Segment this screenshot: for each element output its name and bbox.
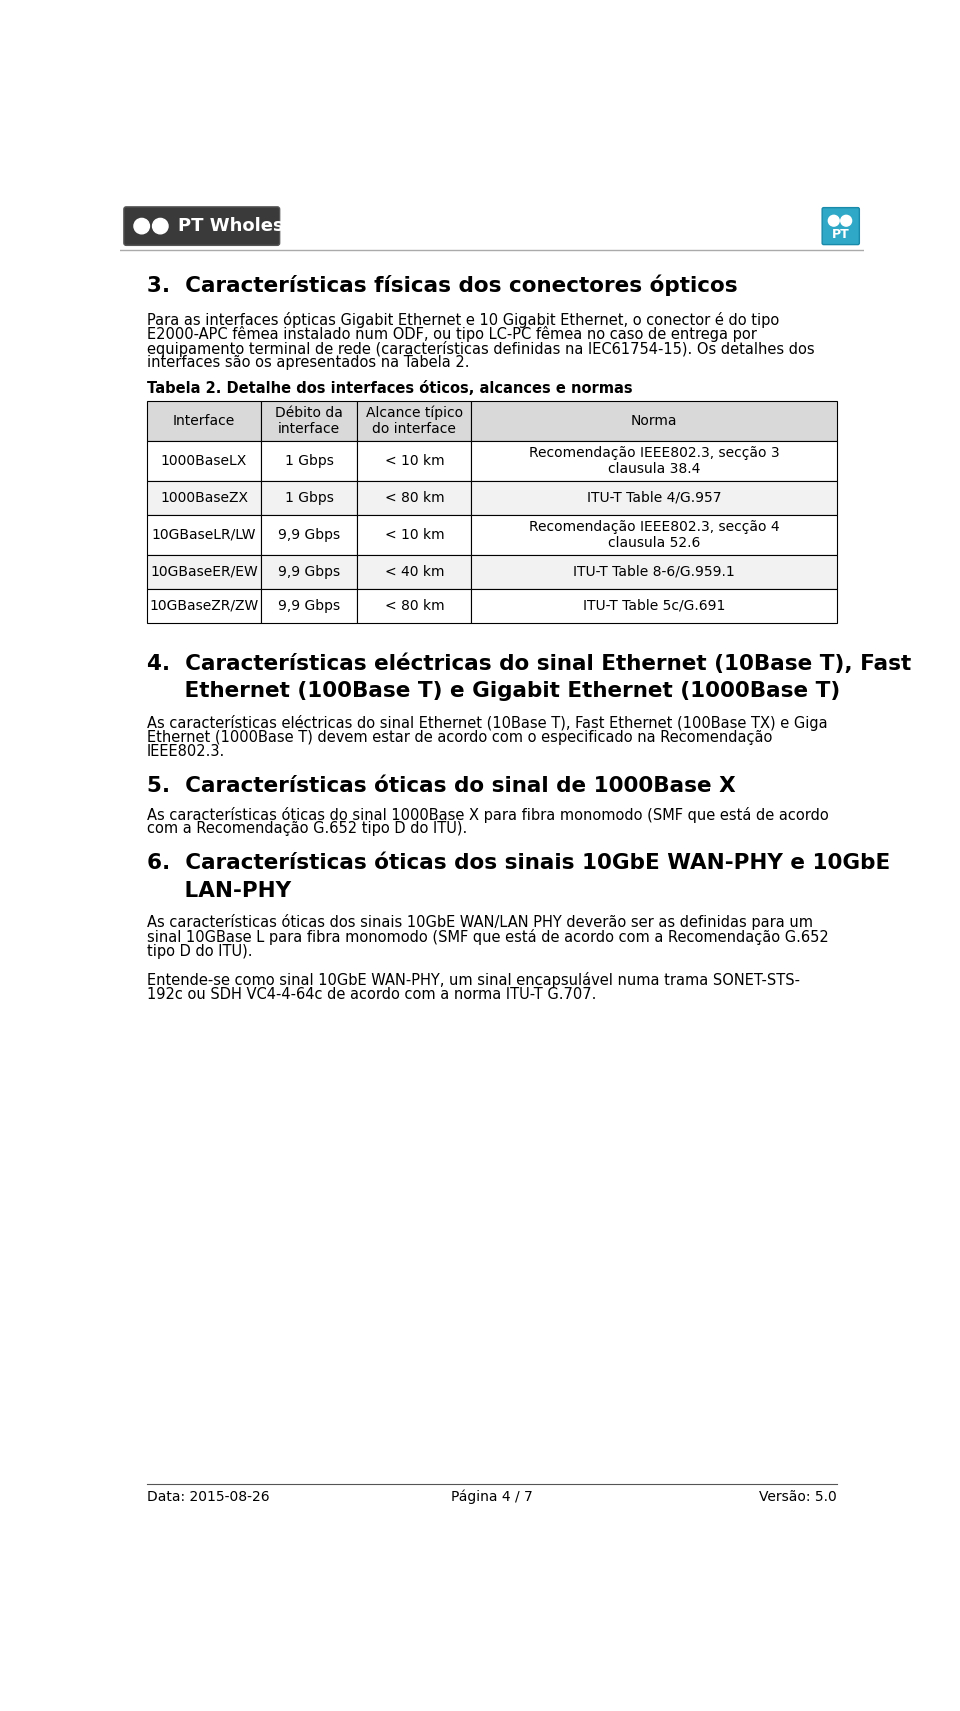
Bar xyxy=(471,400,837,441)
FancyBboxPatch shape xyxy=(822,207,859,245)
Text: 1000BaseZX: 1000BaseZX xyxy=(160,491,248,505)
Bar xyxy=(357,589,471,623)
Text: IEEE802.3.: IEEE802.3. xyxy=(147,744,226,760)
Text: 1000BaseLX: 1000BaseLX xyxy=(161,453,247,469)
Text: Interface: Interface xyxy=(173,414,235,428)
Text: < 80 km: < 80 km xyxy=(385,599,444,613)
Text: Página 4 / 7: Página 4 / 7 xyxy=(451,1490,533,1504)
Text: Alcance típico
do interface: Alcance típico do interface xyxy=(366,406,463,436)
Bar xyxy=(147,481,261,515)
Bar xyxy=(147,515,261,554)
Text: 5.  Características óticas do sinal de 1000Base X: 5. Características óticas do sinal de 10… xyxy=(147,775,736,796)
Text: ITU-T Table 4/G.957: ITU-T Table 4/G.957 xyxy=(587,491,721,505)
Text: 9,9 Gbps: 9,9 Gbps xyxy=(278,599,340,613)
Bar xyxy=(471,589,837,623)
Text: interfaces são os apresentados na Tabela 2.: interfaces são os apresentados na Tabela… xyxy=(147,356,469,371)
Circle shape xyxy=(134,219,150,234)
Bar xyxy=(471,441,837,481)
Circle shape xyxy=(153,219,168,234)
Text: 6.  Características óticas dos sinais 10GbE WAN-PHY e 10GbE: 6. Características óticas dos sinais 10G… xyxy=(147,852,890,873)
Text: Recomendação IEEE802.3, secção 3
clausula 38.4: Recomendação IEEE802.3, secção 3 clausul… xyxy=(529,447,780,476)
Bar xyxy=(357,400,471,441)
Text: < 10 km: < 10 km xyxy=(385,529,444,542)
Text: sinal 10GBase L para fibra monomodo (SMF que está de acordo com a Recomendação G: sinal 10GBase L para fibra monomodo (SMF… xyxy=(147,929,828,944)
Bar xyxy=(471,515,837,554)
Text: PT Wholesale: PT Wholesale xyxy=(179,217,314,234)
Text: 9,9 Gbps: 9,9 Gbps xyxy=(278,529,340,542)
Bar xyxy=(147,589,261,623)
Text: 10GBaseZR/ZW: 10GBaseZR/ZW xyxy=(150,599,258,613)
Text: ITU-T Table 5c/G.691: ITU-T Table 5c/G.691 xyxy=(583,599,725,613)
Text: Norma: Norma xyxy=(631,414,678,428)
Text: Versão: 5.0: Versão: 5.0 xyxy=(759,1490,837,1504)
Circle shape xyxy=(828,216,839,226)
Text: 10GBaseLR/LW: 10GBaseLR/LW xyxy=(152,529,256,542)
Circle shape xyxy=(841,216,852,226)
Text: 192c ou SDH VC4-4-64c de acordo com a norma ITU-T G.707.: 192c ou SDH VC4-4-64c de acordo com a no… xyxy=(147,987,596,1003)
Text: com a Recomendação G.652 tipo D do ITU).: com a Recomendação G.652 tipo D do ITU). xyxy=(147,821,468,837)
Text: Ethernet (1000Base T) devem estar de acordo com o especificado na Recomendação: Ethernet (1000Base T) devem estar de aco… xyxy=(147,729,773,744)
Bar xyxy=(261,400,357,441)
Text: PT: PT xyxy=(832,228,850,241)
Bar xyxy=(147,400,261,441)
Bar xyxy=(357,515,471,554)
Text: Recomendação IEEE802.3, secção 4
clausula 52.6: Recomendação IEEE802.3, secção 4 clausul… xyxy=(529,520,780,549)
Bar xyxy=(261,554,357,589)
Text: Tabela 2. Detalhe dos interfaces óticos, alcances e normas: Tabela 2. Detalhe dos interfaces óticos,… xyxy=(147,382,633,395)
Text: < 80 km: < 80 km xyxy=(385,491,444,505)
Bar xyxy=(261,589,357,623)
Text: Data: 2015-08-26: Data: 2015-08-26 xyxy=(147,1490,270,1504)
Bar xyxy=(261,481,357,515)
Text: 9,9 Gbps: 9,9 Gbps xyxy=(278,565,340,578)
Text: equipamento terminal de rede (características definidas na IEC61754-15). Os deta: equipamento terminal de rede (caracterís… xyxy=(147,340,815,358)
Bar xyxy=(357,481,471,515)
Bar xyxy=(147,441,261,481)
Text: Débito da
interface: Débito da interface xyxy=(276,406,343,436)
Bar xyxy=(261,515,357,554)
Text: 3.  Características físicas dos conectores ópticos: 3. Características físicas dos conectore… xyxy=(147,275,737,296)
Bar xyxy=(471,554,837,589)
FancyBboxPatch shape xyxy=(124,207,279,245)
Text: As características óticas do sinal 1000Base X para fibra monomodo (SMF que está : As características óticas do sinal 1000B… xyxy=(147,806,828,823)
Text: 1 Gbps: 1 Gbps xyxy=(285,453,334,469)
Bar xyxy=(147,554,261,589)
Bar xyxy=(261,441,357,481)
Text: Entende-se como sinal 10GbE WAN-PHY, um sinal encapsulável numa trama SONET-STS-: Entende-se como sinal 10GbE WAN-PHY, um … xyxy=(147,972,800,989)
Text: < 40 km: < 40 km xyxy=(385,565,444,578)
Text: 10GBaseER/EW: 10GBaseER/EW xyxy=(150,565,258,578)
Text: As características eléctricas do sinal Ethernet (10Base T), Fast Ethernet (100Ba: As características eléctricas do sinal E… xyxy=(147,715,828,731)
Bar xyxy=(357,554,471,589)
Text: Para as interfaces ópticas Gigabit Ethernet e 10 Gigabit Ethernet, o conector é : Para as interfaces ópticas Gigabit Ether… xyxy=(147,311,780,327)
Text: 4.  Características eléctricas do sinal Ethernet (10Base T), Fast: 4. Características eléctricas do sinal E… xyxy=(147,654,911,674)
Text: tipo D do ITU).: tipo D do ITU). xyxy=(147,944,252,958)
Bar xyxy=(471,481,837,515)
Text: < 10 km: < 10 km xyxy=(385,453,444,469)
Text: Ethernet (100Base T) e Gigabit Ethernet (1000Base T): Ethernet (100Base T) e Gigabit Ethernet … xyxy=(147,681,840,702)
Text: ITU-T Table 8-6/G.959.1: ITU-T Table 8-6/G.959.1 xyxy=(573,565,735,578)
Text: As características óticas dos sinais 10GbE WAN/LAN PHY deverão ser as definidas : As características óticas dos sinais 10G… xyxy=(147,914,813,931)
Text: 1 Gbps: 1 Gbps xyxy=(285,491,334,505)
Text: E2000-APC fêmea instalado num ODF, ou tipo LC-PC fêmea no caso de entrega por: E2000-APC fêmea instalado num ODF, ou ti… xyxy=(147,327,757,342)
Bar xyxy=(357,441,471,481)
Text: LAN-PHY: LAN-PHY xyxy=(147,881,291,900)
